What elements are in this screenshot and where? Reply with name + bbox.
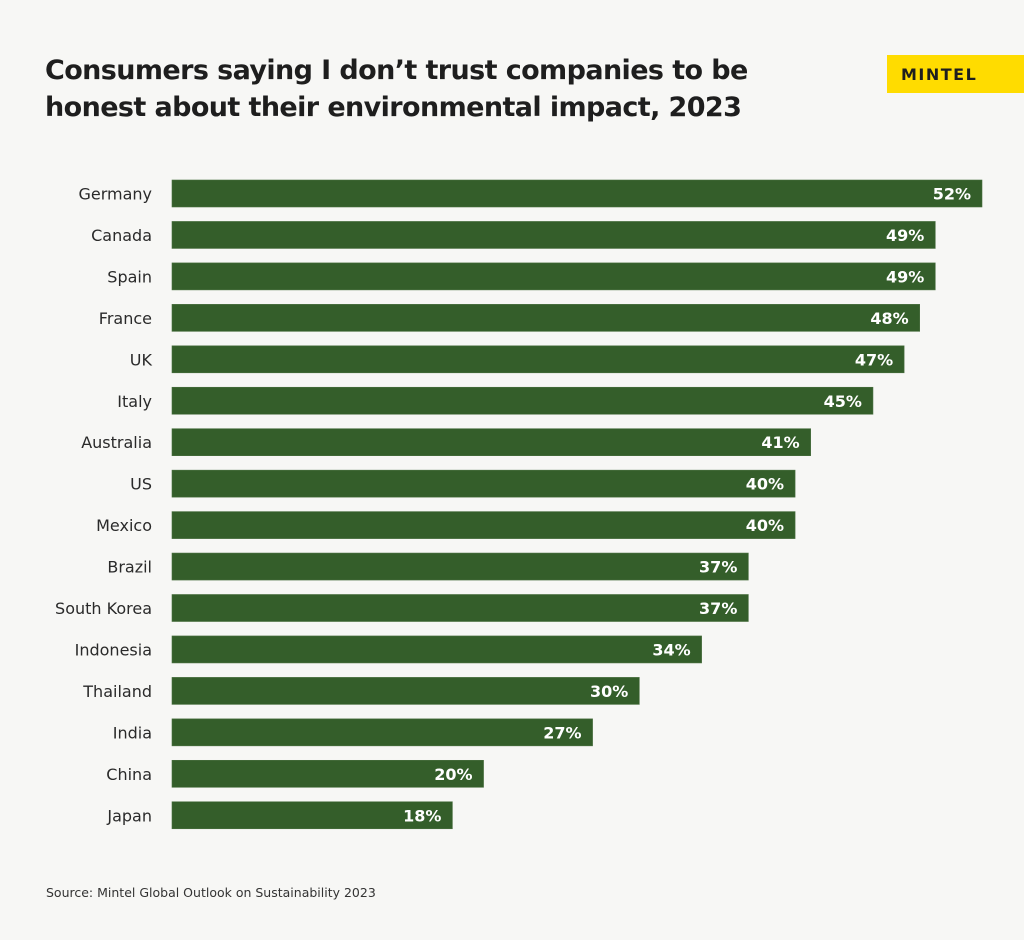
- bar-group: Germany 52%: [78, 179, 983, 208]
- category-label: Thailand: [82, 682, 152, 701]
- category-label: India: [113, 723, 152, 742]
- value-label: 20%: [434, 765, 472, 784]
- value-label: 49%: [886, 226, 924, 245]
- category-label: Japan: [106, 806, 152, 825]
- bar: [171, 179, 983, 208]
- value-label: 40%: [746, 516, 784, 535]
- value-label: 41%: [761, 433, 799, 452]
- bar: [171, 677, 640, 705]
- category-label: Canada: [91, 226, 152, 245]
- bar-group: Brazil 37%: [107, 552, 749, 581]
- bar-group: Thailand 30%: [82, 677, 640, 705]
- category-label: Germany: [78, 185, 152, 204]
- value-label: 34%: [652, 640, 690, 659]
- bar-group: Spain 49%: [107, 262, 936, 291]
- value-label: 37%: [699, 558, 737, 577]
- category-label: France: [99, 309, 152, 328]
- category-label: China: [106, 765, 152, 784]
- value-label: 47%: [855, 350, 893, 369]
- source-note: Source: Mintel Global Outlook on Sustain…: [46, 885, 376, 900]
- bar: [171, 552, 749, 581]
- logo-text: MINTEL: [901, 64, 978, 84]
- bar-group: South Korea 37%: [55, 594, 749, 622]
- value-label: 52%: [933, 185, 971, 204]
- bar: [171, 511, 796, 539]
- category-label: Italy: [117, 392, 152, 411]
- value-label: 48%: [870, 309, 908, 328]
- value-label: 18%: [403, 806, 441, 825]
- bar: [171, 759, 484, 788]
- category-label: South Korea: [55, 599, 152, 618]
- bar: [171, 221, 936, 249]
- bar: [171, 594, 749, 622]
- mintel-logo: MINTEL: [887, 55, 1024, 93]
- category-label: Brazil: [107, 558, 152, 577]
- value-label: 45%: [824, 392, 862, 411]
- bar: [171, 469, 796, 498]
- bar: [171, 801, 453, 830]
- category-label: Australia: [81, 433, 152, 452]
- bar: [171, 304, 920, 332]
- value-label: 27%: [543, 723, 581, 742]
- category-label: US: [130, 475, 152, 494]
- bar-group: Japan 18%: [106, 801, 453, 830]
- category-label: Spain: [107, 267, 152, 286]
- value-label: 37%: [699, 599, 737, 618]
- bar-group: Australia 41%: [81, 428, 811, 457]
- bar-group: Italy 45%: [117, 386, 874, 415]
- category-label: Indonesia: [75, 640, 152, 659]
- bar-group: India 27%: [113, 718, 593, 747]
- value-label: 49%: [886, 267, 924, 286]
- bar-group: Canada 49%: [91, 221, 936, 249]
- bar: [171, 386, 874, 415]
- bar-group: UK 47%: [130, 345, 905, 374]
- chart-title: Consumers saying I don’t trust companies…: [45, 55, 748, 123]
- category-label: UK: [130, 350, 153, 369]
- value-label: 40%: [746, 475, 784, 494]
- bar: [171, 428, 811, 457]
- bar: [171, 635, 702, 664]
- bar-group: China 20%: [106, 759, 484, 788]
- bar: [171, 345, 905, 374]
- value-label: 30%: [590, 682, 628, 701]
- bar: [171, 262, 936, 291]
- bar-group: US 40%: [130, 469, 796, 498]
- bar-group: Indonesia 34%: [75, 635, 702, 664]
- category-label: Mexico: [96, 516, 152, 535]
- bar-group: Mexico 40%: [96, 511, 796, 539]
- bar-group: France 48%: [99, 304, 920, 332]
- bar: [171, 718, 593, 747]
